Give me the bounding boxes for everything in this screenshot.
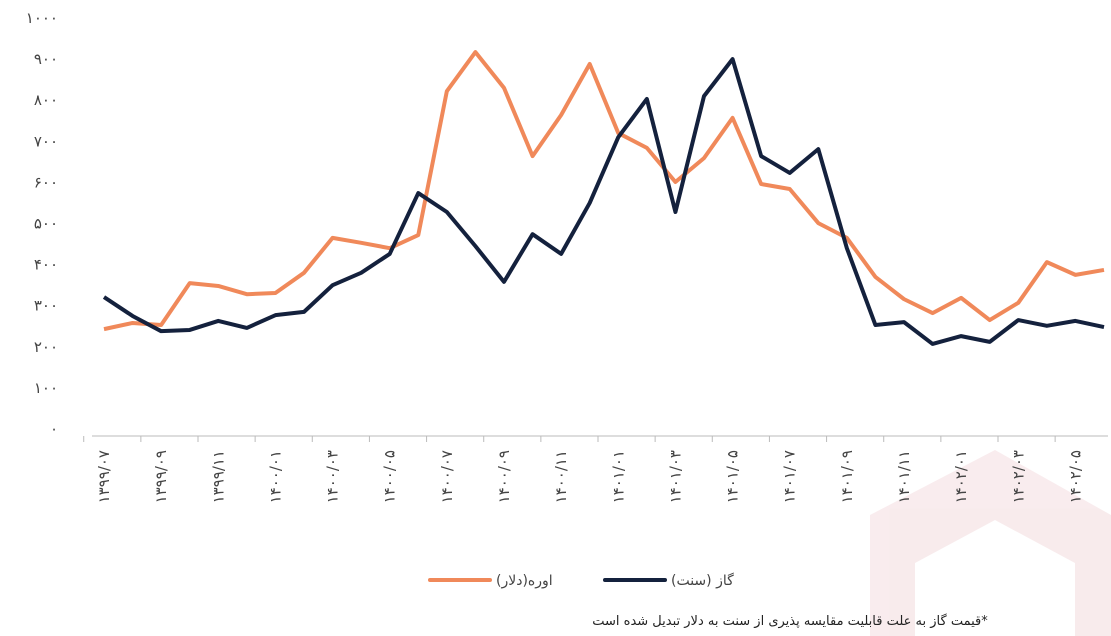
x-tick-label: ۱۳۹۹/۰۹	[152, 450, 170, 503]
footnote: *قیمت گاز به علت قابلیت مقایسه پذیری از …	[592, 613, 988, 629]
y-tick-label: ۴۰۰	[34, 256, 58, 274]
x-tick-label: ۱۴۰۰/۰۹	[495, 450, 513, 503]
legend-label: گاز (سنت)	[671, 572, 734, 589]
x-tick-label: ۱۴۰۱/۰۹	[838, 450, 856, 503]
legend-label: اوره(دلار)	[496, 573, 553, 589]
x-tick-label: ۱۴۰۱/۰۷	[781, 450, 799, 503]
series-line	[103, 50, 1105, 332]
x-tick-label: ۱۴۰۲/۰۱	[952, 450, 970, 503]
y-tick-label: ۳۰۰	[34, 297, 58, 315]
series-line	[102, 57, 1105, 346]
x-tick-label: ۱۴۰۲/۰۵	[1066, 450, 1084, 503]
y-tick-label: ۱۰۰	[34, 379, 58, 397]
x-tick-label: ۱۴۰۱/۰۵	[724, 450, 742, 503]
watermark	[870, 450, 1111, 636]
x-tick-label: ۱۴۰۰/۱۱	[552, 450, 570, 503]
y-tick-label: ۷۰۰	[34, 132, 58, 150]
x-tick-label: ۱۴۰۰/۰۵	[381, 450, 399, 503]
x-tick-label: ۱۴۰۱/۰۳	[666, 450, 684, 503]
x-tick-label: ۱۴۰۲/۰۳	[1009, 450, 1027, 503]
y-tick-label: ۸۰۰	[34, 91, 58, 109]
x-tick-label: ۱۴۰۰/۰۱	[266, 450, 284, 503]
x-tick-label: ۱۴۰۱/۰۱	[609, 450, 627, 503]
y-tick-label: ۰	[50, 420, 58, 438]
x-tick-label: ۱۴۰۰/۰۳	[324, 450, 342, 503]
x-tick-label: ۱۳۹۹/۱۱	[209, 450, 227, 503]
y-tick-label: ۱۰۰۰	[26, 9, 58, 27]
x-tick-label: ۱۴۰۱/۱۱	[895, 450, 913, 503]
y-tick-label: ۲۰۰	[34, 338, 58, 356]
y-tick-label: ۵۰۰	[34, 215, 58, 233]
x-tick-label: ۱۴۰۰/۰۷	[438, 450, 456, 503]
y-tick-label: ۶۰۰	[34, 173, 58, 191]
x-tick-label: ۱۳۹۹/۰۷	[95, 450, 113, 503]
y-tick-label: ۹۰۰	[34, 50, 58, 68]
